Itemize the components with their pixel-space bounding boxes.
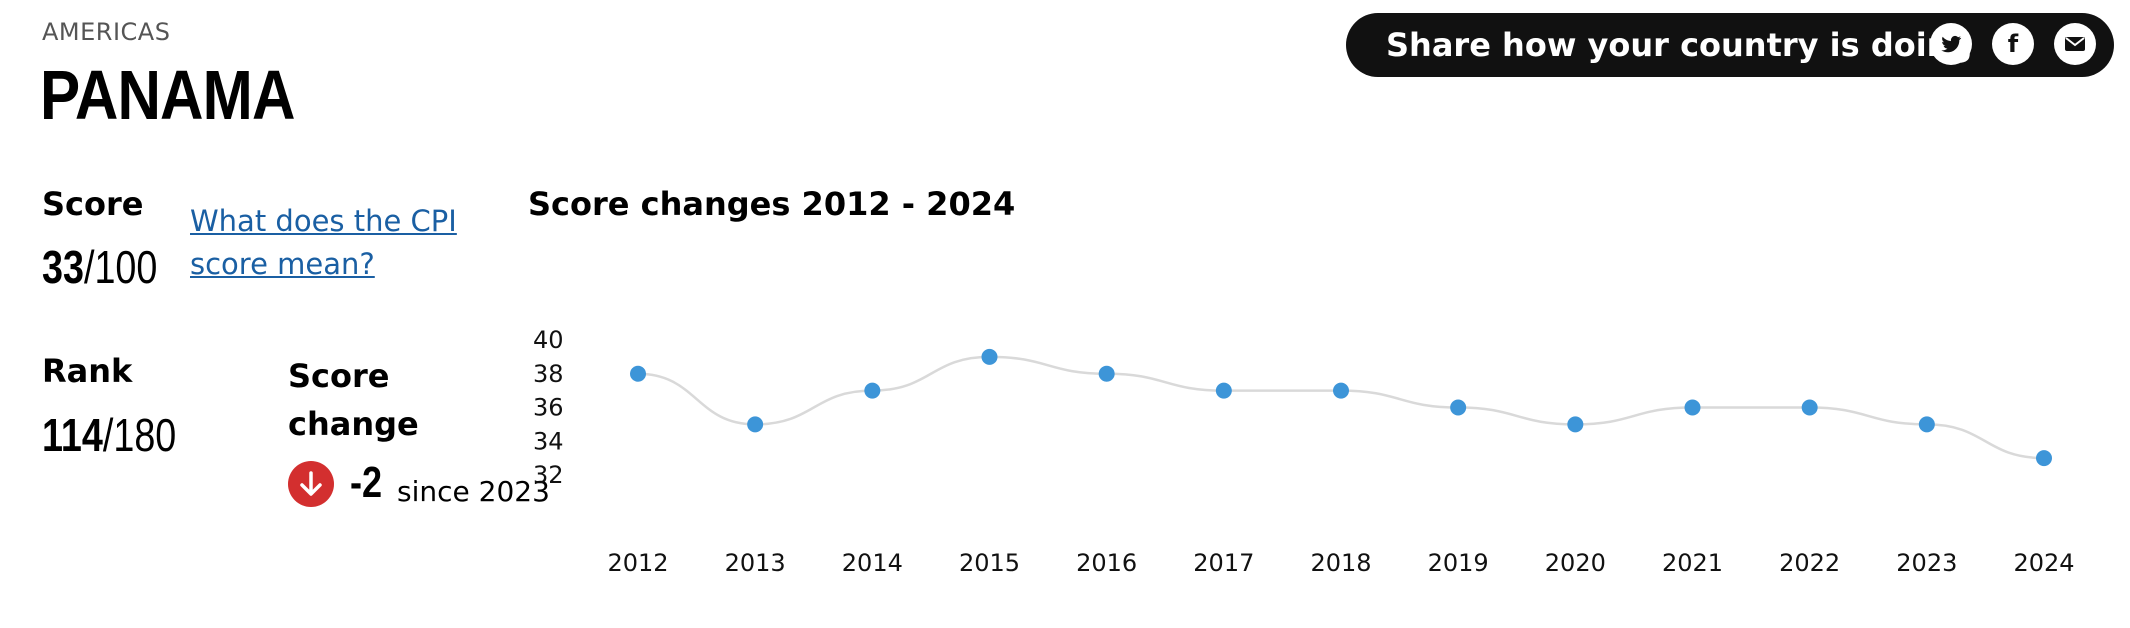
data-point[interactable] xyxy=(1215,382,1232,399)
x-tick-label: 2015 xyxy=(959,549,1020,577)
country-title: PANAMA xyxy=(40,56,295,134)
facebook-icon[interactable]: f xyxy=(1992,23,2034,65)
region-label: AMERICAS xyxy=(42,18,171,46)
cpi-help-link[interactable]: What does the CPI score mean? xyxy=(190,204,457,281)
x-tick-label: 2014 xyxy=(842,549,903,577)
data-point[interactable] xyxy=(1450,399,1467,416)
email-icon[interactable] xyxy=(2054,23,2096,65)
y-tick-label: 34 xyxy=(533,427,564,455)
rank-max: /180 xyxy=(102,409,177,461)
data-point[interactable] xyxy=(1567,416,1584,433)
x-tick-label: 2020 xyxy=(1545,549,1606,577)
share-bar: Share how your country is doing f xyxy=(1346,13,2114,77)
y-tick-label: 36 xyxy=(533,394,564,422)
data-point[interactable] xyxy=(981,348,998,365)
x-tick-label: 2018 xyxy=(1310,549,1371,577)
x-tick-label: 2013 xyxy=(725,549,786,577)
rank-number: 114 xyxy=(42,409,103,461)
y-tick-label: 40 xyxy=(533,326,564,354)
data-point[interactable] xyxy=(2036,450,2052,467)
x-tick-label: 2019 xyxy=(1428,549,1489,577)
data-point[interactable] xyxy=(747,416,764,433)
x-tick-label: 2021 xyxy=(1662,549,1723,577)
x-tick-label: 2012 xyxy=(607,549,668,577)
score-max: /100 xyxy=(83,241,158,293)
data-point[interactable] xyxy=(1333,382,1349,399)
since-text: since 2023 xyxy=(397,475,550,508)
data-point[interactable] xyxy=(864,382,881,399)
score-number: 33 xyxy=(42,241,84,293)
data-point[interactable] xyxy=(1918,416,1935,433)
arrow-down-icon xyxy=(288,461,334,507)
share-label: Share how your country is doing xyxy=(1386,26,1973,64)
data-point[interactable] xyxy=(1098,365,1115,382)
y-tick-label: 32 xyxy=(533,461,564,489)
x-tick-label: 2017 xyxy=(1193,549,1254,577)
score-label: Score xyxy=(42,185,144,223)
rank-label: Rank xyxy=(42,352,133,390)
score-change-value: -2 xyxy=(350,458,383,507)
score-value: 33/100 xyxy=(42,240,157,294)
chart-title: Score changes 2012 - 2024 xyxy=(528,185,1016,223)
x-tick-label: 2022 xyxy=(1779,549,1840,577)
x-tick-label: 2024 xyxy=(2013,549,2074,577)
data-point[interactable] xyxy=(1684,399,1701,416)
twitter-icon[interactable] xyxy=(1930,23,1972,65)
x-tick-label: 2016 xyxy=(1076,549,1137,577)
rank-value: 114/180 xyxy=(42,408,176,462)
score-change-label: Score change xyxy=(288,357,419,443)
data-point[interactable] xyxy=(630,365,646,382)
series-line xyxy=(637,355,2045,460)
y-tick-label: 38 xyxy=(533,360,564,388)
x-tick-label: 2023 xyxy=(1896,549,1957,577)
data-point[interactable] xyxy=(1801,399,1818,416)
